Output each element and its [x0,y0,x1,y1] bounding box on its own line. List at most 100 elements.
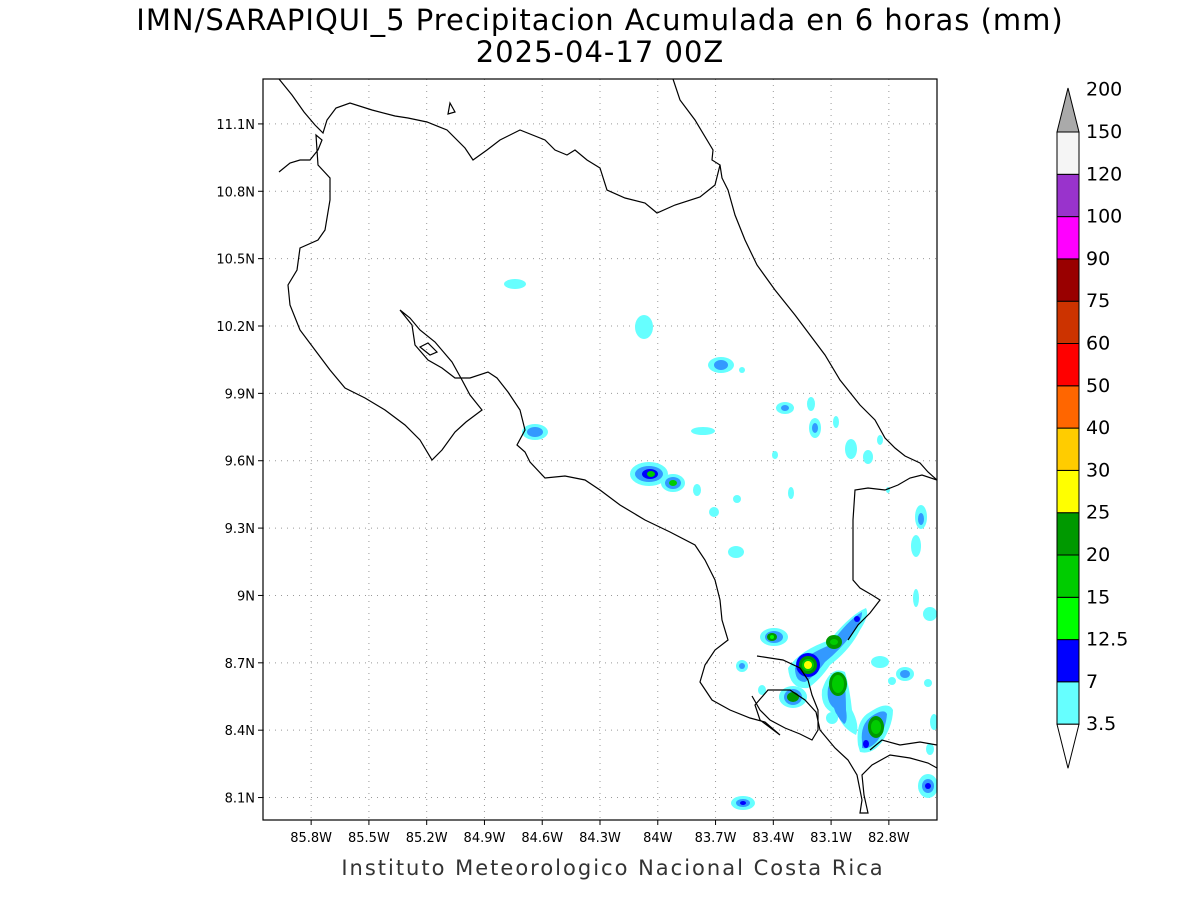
precip-cell [635,315,653,339]
colorbar-label: 7 [1086,671,1098,693]
colorbar-label: 100 [1086,206,1122,228]
coastlines-borders [278,79,937,814]
precip-cell [772,451,778,459]
latitude-axis: 11.1N 10.8N 10.5N 10.2N 9.9N 9.6N 9.3N 9N 8.7N 8.… [216,118,263,807]
lat-tick-label: 9N [237,589,255,604]
precip-cell [788,487,794,499]
precip-cell [923,607,937,621]
precip-cell [857,705,893,753]
lat-tick-label: 9.6N [225,455,255,470]
colorbar-box [1056,554,1080,598]
precip-cell [877,435,883,445]
colorbar-box [1056,173,1080,218]
lat-tick-label: 10.2N [216,320,255,335]
precip-cell [871,656,889,668]
colorbar-label: 150 [1086,121,1122,143]
lake-island [447,101,456,115]
lon-tick-label: 84.9W [464,831,506,846]
colorbar-box [1056,343,1080,387]
precip-cell [788,608,868,689]
colorbar-label: 120 [1086,163,1122,185]
precip-cell [896,667,914,681]
colorbar-label: 3.5 [1086,713,1116,735]
precip-cell [845,439,857,459]
precip-cell [709,507,719,517]
precip-cell [708,357,734,373]
precip-cell [736,660,748,672]
precip-cell [926,743,934,755]
colorbar-box [1056,639,1080,683]
precip-cell [807,397,815,411]
precip-cell [728,546,744,558]
precip-cell [693,484,701,496]
lon-tick-label: 84.6W [521,831,563,846]
precip-cell [833,416,839,428]
footer-institution: Instituto Meteorologico Nacional Costa R… [341,856,885,880]
colorbar-label: 30 [1086,459,1110,481]
colorbar-box [1056,300,1080,345]
precip-cell [826,712,838,724]
precip-cell [888,677,896,685]
colorbar-label: 200 [1086,79,1122,101]
colorbar-box [1056,681,1080,725]
lon-tick-label: 85.2W [406,831,448,846]
lat-tick-label: 10.5N [216,253,255,268]
lon-tick-label: 83.1W [810,831,852,846]
colorbar-label: 25 [1086,502,1110,524]
lat-tick-label: 10.8N [216,185,255,200]
colorbar-label: 90 [1086,248,1110,270]
longitude-axis: 85.8W 85.5W 85.2W 84.9W 84.6W 84.3W 84W 83.7W 83… [290,820,910,846]
colorbar-label: 75 [1086,290,1110,312]
lat-tick-label: 9.3N [225,522,255,537]
map-gridlines [263,79,937,820]
colorbar-label: 40 [1086,417,1110,439]
precip-cell [930,714,937,730]
lon-tick-label: 85.8W [290,831,332,846]
colorbar-box [1056,216,1080,260]
colorbar-box [1056,469,1080,514]
colorbar-label: 15 [1086,586,1110,608]
precip-cell [731,796,755,810]
precip-cell [821,670,858,735]
lat-tick-label: 8.1N [225,792,255,807]
precip-cell [733,495,741,503]
precip-cell [918,774,937,798]
precip-cell [915,505,927,529]
nicoya-gulf-island [418,342,439,356]
colorbar-box [1056,427,1080,471]
precip-cell [776,402,794,414]
colorbar-label: 50 [1086,375,1110,397]
lon-tick-label: 84.3W [579,831,621,846]
colorbar-box [1056,258,1080,302]
osa-peninsula [751,655,819,741]
colorbar-min-triangle [1056,723,1080,769]
colorbar: 3.5 7 12.5 15 20 25 30 40 50 60 75 90 100 120 150 200 [1056,79,1128,769]
panama-border [847,474,937,641]
lon-tick-label: 83.4W [752,831,794,846]
precip-cell [913,589,919,607]
nicaragua-border-coast [278,79,721,214]
colorbar-label: 20 [1086,544,1110,566]
precip-cell [691,427,715,435]
precip-cell [863,450,873,464]
lon-tick-label: 83.7W [695,831,737,846]
precip-cell [661,474,685,492]
precip-cell [739,367,745,373]
precip-cell [911,535,921,557]
colorbar-box [1056,596,1080,641]
panama-coast-south [869,739,937,751]
precip-cell [760,628,788,646]
lat-tick-label: 11.1N [216,118,255,133]
colorbar-max-triangle [1056,87,1080,133]
caribbean-coast [719,164,937,481]
precip-cell [522,424,548,440]
costa-rica-pacific-coast [278,133,937,814]
lat-tick-label: 8.4N [225,724,255,739]
precip-cell [779,686,807,708]
lon-tick-label: 82.8W [868,831,910,846]
map-subtitle-date: 2025-04-17 00Z [475,35,725,69]
precip-cell [630,462,668,486]
colorbar-label: 60 [1086,333,1110,355]
lat-tick-label: 8.7N [225,657,255,672]
